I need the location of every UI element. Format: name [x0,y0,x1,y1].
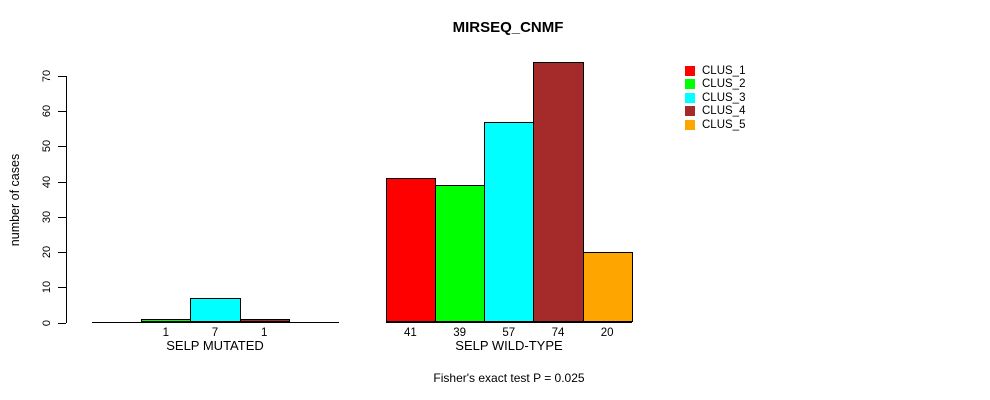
legend-item-label: CLUS_4 [702,105,746,118]
y-axis-tick-label: 0 [41,319,53,326]
legend-swatch-icon [685,119,695,130]
bar-count-label: 20 [600,327,614,339]
bar-count-label: 39 [453,327,466,339]
bar-count-label: 74 [551,327,565,339]
zero-baseline [385,322,633,323]
chart-title: MIRSEQ_CNMF [452,19,564,36]
y-axis-tick-label: 50 [41,140,53,153]
fisher-test-annotation: Fisher's exact test P = 0.025 [433,371,585,385]
y-axis-tick [58,146,66,147]
legend-swatch-icon [685,79,695,90]
bar-count-label: 41 [403,327,417,339]
y-axis-title: number of cases [8,153,22,247]
bar-clus_2-group0 [141,318,192,323]
y-axis-tick-label: 30 [41,210,53,223]
legend-swatch-icon [685,66,695,76]
bar-count-label: 1 [260,327,268,339]
x-axis-group-label-wildtype: SELP WILD-TYPE [455,338,563,353]
y-axis-tick [58,217,66,218]
y-axis-tick-label: 20 [41,245,53,259]
legend-item-label: CLUS_2 [702,78,746,91]
legend-item-label: CLUS_1 [702,65,746,77]
legend-swatch-icon [685,106,695,117]
bar-count-label: 7 [211,327,219,339]
legend-item-clus_2: CLUS_2 [685,78,745,90]
y-axis-tick-label: 40 [41,175,53,188]
legend-item-clus_4: CLUS_4 [685,105,745,117]
y-axis-tick [58,182,66,183]
legend-swatch-icon [685,92,695,103]
y-axis-line [66,76,67,323]
bar-clus_3-group0 [190,297,241,323]
legend-item-clus_1: CLUS_1 [685,65,745,77]
bar-clus_2-group1 [435,185,486,323]
bar-clus_4-group1 [533,61,584,323]
bar-clus_5-group1 [582,252,633,323]
bar-clus_1-group1 [385,178,436,323]
bar-count-label: 57 [502,327,516,339]
y-axis-tick [58,287,66,288]
zero-baseline [92,322,339,323]
bar-count-label: 1 [162,327,169,339]
y-axis-tick-label: 70 [41,69,53,83]
legend-item-clus_3: CLUS_3 [685,92,745,104]
x-axis-group-label-mutated: SELP MUTATED [166,338,264,353]
y-axis-tick [58,323,66,324]
legend-item-label: CLUS_5 [702,118,746,131]
y-axis-tick-label: 60 [41,105,53,118]
y-axis-tick [58,111,66,112]
bar-clus_3-group1 [484,121,535,323]
y-axis-tick [58,76,66,77]
bar-clus_4-group0 [239,318,290,323]
legend-item-label: CLUS_3 [702,91,746,104]
y-axis-tick-label: 10 [41,281,53,294]
legend-item-clus_5: CLUS_5 [685,119,745,131]
y-axis-tick [58,252,66,253]
